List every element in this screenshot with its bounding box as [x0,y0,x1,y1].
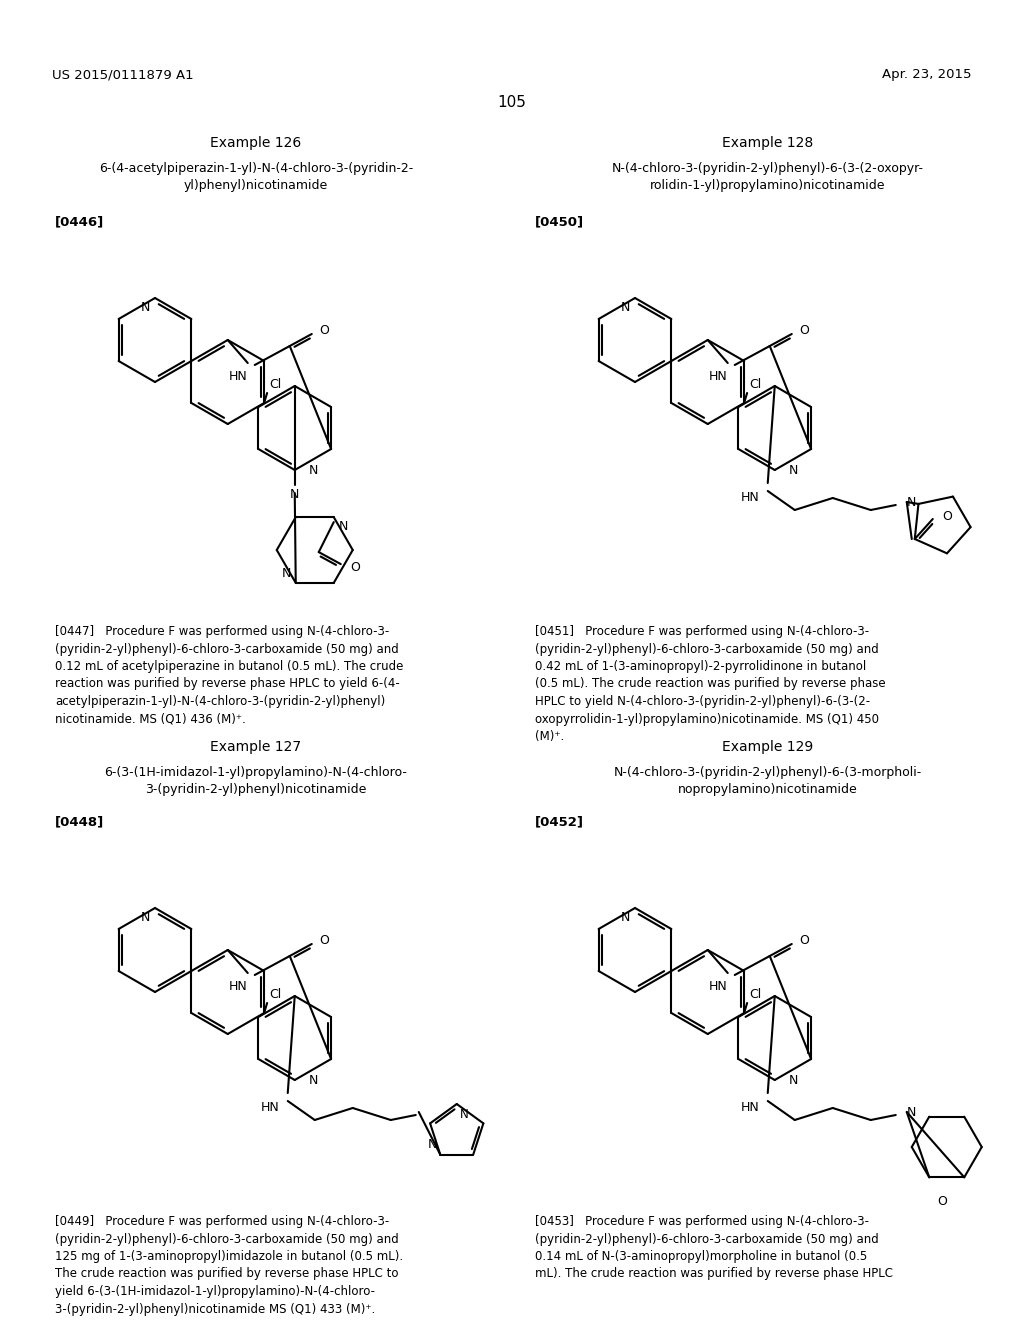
Text: HN: HN [741,491,760,504]
Text: Cl: Cl [750,987,762,1001]
Text: HN: HN [229,370,248,383]
Text: Cl: Cl [269,378,282,391]
Text: 105: 105 [498,95,526,110]
Text: Cl: Cl [750,378,762,391]
Text: [0448]: [0448] [55,814,104,828]
Text: [0452]: [0452] [535,814,584,828]
Text: N: N [621,911,630,924]
Text: N-(4-chloro-3-(pyridin-2-yl)phenyl)-6-(3-morpholi-
nopropylamino)nicotinamide: N-(4-chloro-3-(pyridin-2-yl)phenyl)-6-(3… [613,766,923,796]
Text: HN: HN [709,979,728,993]
Text: HN: HN [261,1101,280,1114]
Text: N: N [140,911,150,924]
Text: O: O [319,935,330,948]
Text: Example 128: Example 128 [722,136,814,150]
Text: N-(4-chloro-3-(pyridin-2-yl)phenyl)-6-(3-(2-oxopyr-
rolidin-1-yl)propylamino)nic: N-(4-chloro-3-(pyridin-2-yl)phenyl)-6-(3… [612,162,924,191]
Text: [0446]: [0446] [55,215,104,228]
Text: [0451]   Procedure F was performed using N-(4-chloro-3-
(pyridin-2-yl)phenyl)-6-: [0451] Procedure F was performed using N… [535,624,886,743]
Text: Example 127: Example 127 [211,741,301,754]
Text: Example 129: Example 129 [722,741,814,754]
Text: [0447]   Procedure F was performed using N-(4-chloro-3-
(pyridin-2-yl)phenyl)-6-: [0447] Procedure F was performed using N… [55,624,403,726]
Text: N: N [282,566,291,579]
Text: HN: HN [709,370,728,383]
Text: O: O [351,561,360,574]
Text: N: N [906,495,916,508]
Text: N: N [460,1107,469,1121]
Text: Example 126: Example 126 [210,136,302,150]
Text: HN: HN [741,1101,760,1114]
Text: N: N [788,463,798,477]
Text: [0449]   Procedure F was performed using N-(4-chloro-3-
(pyridin-2-yl)phenyl)-6-: [0449] Procedure F was performed using N… [55,1214,403,1316]
Text: O: O [942,510,951,523]
Text: [0453]   Procedure F was performed using N-(4-chloro-3-
(pyridin-2-yl)phenyl)-6-: [0453] Procedure F was performed using N… [535,1214,893,1280]
Text: [0450]: [0450] [535,215,584,228]
Text: Cl: Cl [269,987,282,1001]
Text: Apr. 23, 2015: Apr. 23, 2015 [883,69,972,81]
Text: O: O [800,325,810,338]
Text: 6-(4-acetylpiperazin-1-yl)-N-(4-chloro-3-(pyridin-2-
yl)phenyl)nicotinamide: 6-(4-acetylpiperazin-1-yl)-N-(4-chloro-3… [99,162,413,191]
Text: US 2015/0111879 A1: US 2015/0111879 A1 [52,69,194,81]
Text: N: N [290,488,299,502]
Text: 6-(3-(1H-imidazol-1-yl)propylamino)-N-(4-chloro-
3-(pyridin-2-yl)phenyl)nicotina: 6-(3-(1H-imidazol-1-yl)propylamino)-N-(4… [104,766,408,796]
Text: N: N [309,1073,318,1086]
Text: N: N [788,1073,798,1086]
Text: HN: HN [229,979,248,993]
Text: N: N [339,520,348,533]
Text: O: O [937,1195,946,1208]
Text: N: N [906,1106,916,1118]
Text: N: N [428,1138,437,1151]
Text: N: N [140,301,150,314]
Text: O: O [319,325,330,338]
Text: N: N [621,301,630,314]
Text: O: O [800,935,810,948]
Text: N: N [309,463,318,477]
